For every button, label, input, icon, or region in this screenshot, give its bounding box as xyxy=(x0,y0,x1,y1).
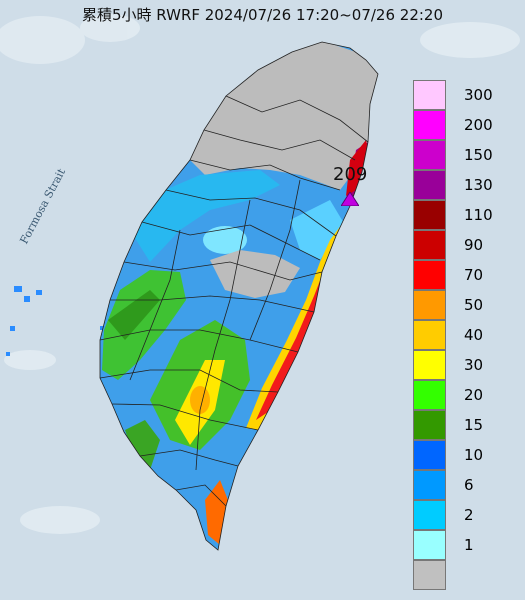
legend-swatch xyxy=(413,560,446,590)
legend-label: 130 xyxy=(464,176,493,194)
moderate-rain-west xyxy=(102,270,186,380)
legend-swatch xyxy=(413,170,446,200)
legend-row: 70 xyxy=(413,260,513,290)
legend-swatch xyxy=(413,140,446,170)
legend-label: 1 xyxy=(464,536,474,554)
light-rain-east xyxy=(290,200,345,260)
legend-row: 1 xyxy=(413,530,513,560)
legend-label: 6 xyxy=(464,476,474,494)
moderate-rain-southwest xyxy=(125,420,160,470)
legend-row: 30 xyxy=(413,350,513,380)
legend-row: 90 xyxy=(413,230,513,260)
legend-label: 15 xyxy=(464,416,484,434)
legend-label: 40 xyxy=(464,326,484,344)
max-rainfall-value: 209 xyxy=(333,164,368,185)
sea-clouds xyxy=(0,14,520,534)
legend-label: 2 xyxy=(464,506,474,524)
legend-label: 150 xyxy=(464,146,493,164)
legend-label: 10 xyxy=(464,446,484,464)
legend-label: 20 xyxy=(464,386,484,404)
legend-swatch xyxy=(413,290,446,320)
legend-row: 15 xyxy=(413,410,513,440)
admin-borders xyxy=(99,41,379,551)
sea-radar-echoes xyxy=(6,286,105,356)
legend-label: 90 xyxy=(464,236,484,254)
legend-label: 110 xyxy=(464,206,493,224)
legend-swatch xyxy=(413,350,446,380)
legend-row xyxy=(413,560,513,590)
legend-swatch xyxy=(413,530,446,560)
heavy-rain-spot xyxy=(190,386,210,414)
very-heavy-rain-northeast xyxy=(346,140,368,196)
legend-swatch xyxy=(413,230,446,260)
legend-label: 30 xyxy=(464,356,484,374)
legend-swatch xyxy=(413,320,446,350)
legend-swatch xyxy=(413,80,446,110)
legend-swatch xyxy=(413,200,446,230)
legend-label: 200 xyxy=(464,116,493,134)
legend-swatch xyxy=(413,500,446,530)
legend-row: 300 xyxy=(413,80,513,110)
legend-label: 50 xyxy=(464,296,484,314)
legend-swatch xyxy=(413,440,446,470)
legend-swatch xyxy=(413,110,446,140)
legend-swatch xyxy=(413,380,446,410)
legend-row: 6 xyxy=(413,470,513,500)
legend-row: 40 xyxy=(413,320,513,350)
legend-row: 150 xyxy=(413,140,513,170)
map-title: 累積5小時 RWRF 2024/07/26 17:20~07/26 22:20 xyxy=(81,6,444,24)
legend-row: 50 xyxy=(413,290,513,320)
legend-row: 200 xyxy=(413,110,513,140)
legend-row: 130 xyxy=(413,170,513,200)
light-rain-central xyxy=(203,226,247,254)
legend-label: 70 xyxy=(464,266,484,284)
legend-row: 20 xyxy=(413,380,513,410)
max-rainfall-marker-icon xyxy=(341,192,359,206)
legend-swatch xyxy=(413,260,446,290)
legend-label: 300 xyxy=(464,86,493,104)
light-rain-west xyxy=(130,170,280,262)
legend-row: 10 xyxy=(413,440,513,470)
legend-row: 110 xyxy=(413,200,513,230)
heavy-rain-west-band xyxy=(108,290,160,340)
rainfall-legend: 300 200 150 130 110 90 70 50 40 30 20 15 10 6 2 1 xyxy=(413,80,513,590)
legend-row: 2 xyxy=(413,500,513,530)
legend-swatch xyxy=(413,470,446,500)
legend-swatch xyxy=(413,410,446,440)
